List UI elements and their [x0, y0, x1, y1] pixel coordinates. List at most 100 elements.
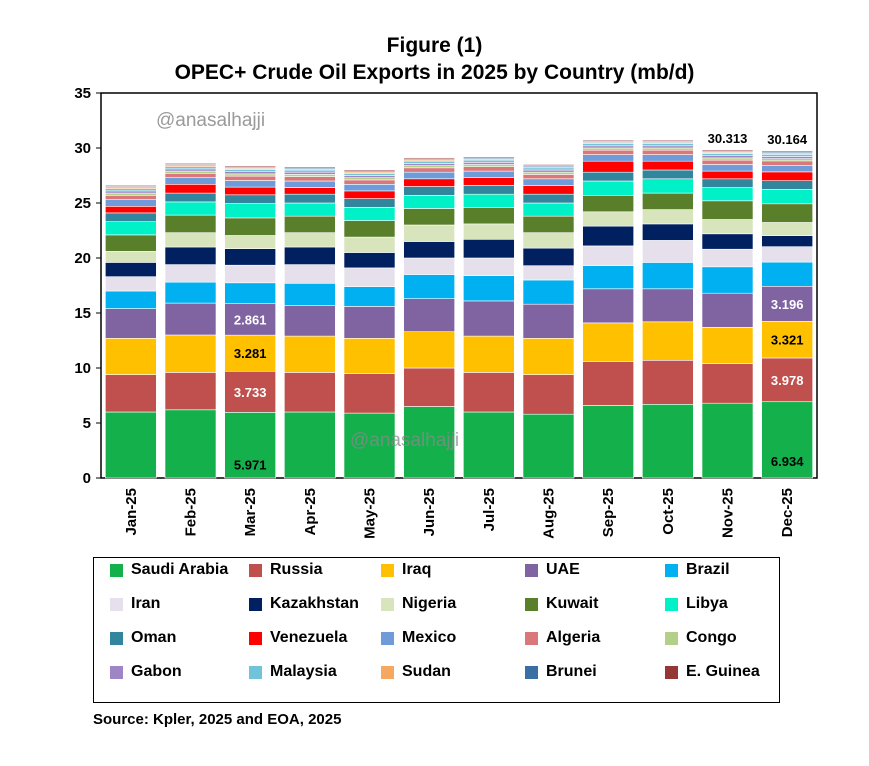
- bar-segment-kuwait: [701, 200, 754, 220]
- bar-segment-kuwait: [463, 207, 515, 225]
- bar-segment-iran: [224, 264, 276, 284]
- bar-segment-gabon: [224, 171, 276, 175]
- bar-segment-venezuela: [642, 160, 694, 171]
- x-tick-label: Aug-25: [541, 488, 558, 539]
- bar-segment-e-guinea: [522, 164, 575, 166]
- bar-segment-mexico: [642, 154, 694, 162]
- legend-swatch: [525, 597, 538, 611]
- bar-segment-oman: [403, 186, 455, 196]
- bar-segment-russia: [463, 372, 515, 413]
- bar-segment-russia: [522, 374, 575, 415]
- bar-segment-venezuela: [761, 171, 813, 181]
- stacked-bar-chart: 0 5 10 15 20 25 30 35 @anasalhajji Jan-25 Feb-25 Ma…: [74, 85, 818, 539]
- bar-segment-congo: [642, 147, 694, 151]
- bar-segment-gabon: [284, 171, 336, 175]
- data-label: 3.733: [234, 385, 267, 400]
- bar-segment-e-guinea: [403, 157, 455, 160]
- bar-segment-nigeria: [164, 232, 217, 248]
- bar-segment-oman: [582, 171, 634, 182]
- bar-segment-gabon: [701, 155, 754, 159]
- legend-label: Russia: [270, 561, 323, 578]
- legend-label: Brunei: [546, 663, 597, 680]
- legend-label: Iran: [131, 595, 161, 612]
- bar-segment-venezuela: [224, 186, 276, 196]
- bar-segment-uae: [284, 304, 336, 337]
- legend-swatch: [381, 597, 394, 611]
- bar-segment-saudi-arabia: [642, 403, 694, 479]
- bar-segment-venezuela: [105, 206, 157, 214]
- bar-segment-iran: [105, 276, 157, 292]
- bar-segment-brazil: [761, 261, 813, 287]
- bar-segment-uae: [701, 292, 754, 328]
- bar-segment-malaysia: [522, 167, 575, 171]
- bar-segment-e-guinea: [701, 149, 754, 152]
- bar-segment-kazakhstan: [343, 252, 396, 269]
- legend-swatch: [249, 563, 262, 577]
- legend-item: Gabon: [110, 661, 182, 683]
- legend-item: Kuwait: [525, 593, 598, 615]
- bar-segment-venezuela: [522, 185, 575, 195]
- x-tick-label: Nov-25: [720, 488, 737, 538]
- legend-swatch: [665, 665, 678, 679]
- plot-area-border: [100, 92, 818, 479]
- bar-segment-iraq: [463, 335, 515, 373]
- bar-segment-iraq: [642, 321, 694, 361]
- bar-segment-iran: [284, 264, 336, 284]
- bar-segment-venezuela: [164, 184, 217, 194]
- bar-segment-e-guinea: [642, 140, 694, 142]
- bar-segment-oman: [105, 212, 157, 222]
- data-label: 3.196: [771, 297, 804, 312]
- bar-segment-congo: [105, 192, 157, 196]
- y-tick-label: 5: [83, 415, 91, 432]
- bar-segment-mexico: [582, 154, 634, 162]
- y-tick-label: 30: [74, 140, 91, 157]
- bar-segment-nigeria: [522, 232, 575, 249]
- bar-segment-kuwait: [224, 217, 276, 236]
- legend-item: Brazil: [665, 559, 730, 581]
- bar-segment-saudi-arabia: [522, 413, 575, 479]
- y-tick-label: 0: [83, 470, 91, 487]
- bar-segment-libya: [642, 178, 694, 194]
- bar-segment-brazil: [701, 266, 754, 294]
- legend-swatch: [665, 597, 678, 611]
- bar-segment-iran: [403, 257, 455, 275]
- bar-segment-iraq: [224, 334, 276, 372]
- bar-segment-gabon: [164, 168, 217, 172]
- source-note: Source: Kpler, 2025 and EOA, 2025: [93, 711, 342, 728]
- bar-segment-kazakhstan: [284, 246, 336, 265]
- legend-label: Oman: [131, 629, 177, 646]
- bar-segment-brazil: [284, 282, 336, 306]
- bar-segment-saudi-arabia: [164, 409, 217, 479]
- bar-segment-brazil: [343, 286, 396, 307]
- bar-segment-saudi-arabia: [701, 402, 754, 479]
- bar-segment-russia: [224, 370, 276, 413]
- legend-label: Malaysia: [270, 663, 337, 680]
- total-label: 30.164: [767, 132, 808, 147]
- bar-segment-iran: [761, 246, 813, 263]
- bar-segment-saudi-arabia: [343, 412, 396, 479]
- chart-title: OPEC+ Crude Oil Exports in 2025 by Count…: [174, 61, 695, 84]
- bar-segment-kazakhstan: [224, 248, 276, 266]
- bar-segment-kuwait: [343, 220, 396, 238]
- legend-label: Sudan: [402, 663, 451, 680]
- bar-segment-uae: [403, 298, 455, 333]
- bar-segment-saudi-arabia: [463, 411, 515, 479]
- bar-segment-nigeria: [105, 251, 157, 263]
- bar-segment-mexico: [284, 180, 336, 188]
- legend-item: Mexico: [381, 627, 456, 649]
- bar-segment-algeria: [224, 175, 276, 181]
- bar-segment-brazil: [522, 279, 575, 305]
- bar-segment-iran: [463, 257, 515, 276]
- bar-segment-kazakhstan: [642, 223, 694, 241]
- bar-segment-saudi-arabia: [284, 411, 336, 479]
- bar-segment-algeria: [403, 167, 455, 173]
- bar-segment-iraq: [582, 322, 634, 362]
- bar-segment-iraq: [761, 321, 813, 359]
- bar-segment-algeria: [522, 174, 575, 180]
- bar-segment-oman: [164, 192, 217, 203]
- bar-segment-venezuela: [284, 187, 336, 195]
- legend-swatch: [249, 631, 262, 645]
- legend-item: Venezuela: [249, 627, 347, 649]
- bar-segment-kuwait: [164, 214, 217, 234]
- bar-segment-malaysia: [343, 173, 396, 176]
